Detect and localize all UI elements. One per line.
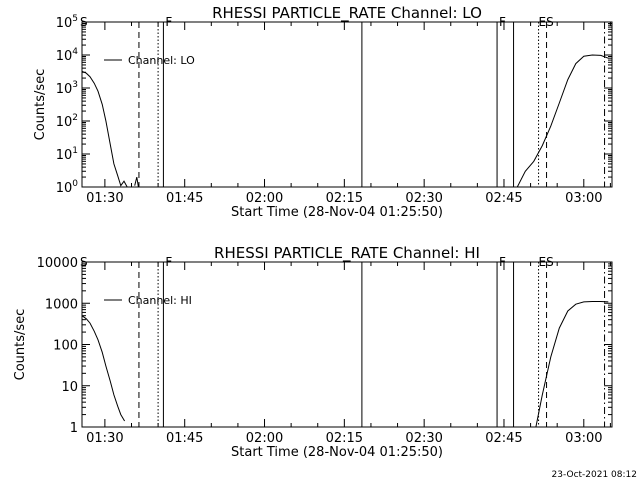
data-series-line	[82, 315, 126, 422]
x-tick-label: 01:45	[166, 191, 203, 206]
x-tick-label: 02:15	[326, 431, 363, 446]
legend-label: Channel: LO	[128, 54, 195, 67]
y-tick-label: 103	[56, 80, 78, 97]
x-tick-label: 02:45	[485, 191, 522, 206]
y-tick-label: 100	[53, 339, 78, 354]
y-tick-label: 1000	[45, 297, 78, 312]
event-marker-label: F	[165, 255, 172, 269]
event-marker-label: F	[499, 255, 506, 269]
data-series-line	[535, 301, 609, 427]
y-tick-label: 10000	[37, 256, 78, 271]
x-tick-label: 01:30	[86, 431, 123, 446]
y-axis-label: Counts/sec	[33, 69, 48, 141]
y-axis-label: Counts/sec	[13, 309, 28, 381]
data-series-line	[82, 70, 128, 187]
corner-label: S	[80, 15, 88, 29]
x-tick-label: 02:15	[326, 191, 363, 206]
x-axis-label: Start Time (28-Nov-04 01:25:50)	[231, 205, 443, 220]
x-axis-label: Start Time (28-Nov-04 01:25:50)	[231, 445, 443, 460]
y-tick-label: 102	[56, 113, 78, 130]
event-marker-label: F	[165, 15, 172, 29]
x-tick-label: 01:30	[86, 191, 123, 206]
plot-frame	[81, 21, 613, 188]
x-tick-label: 02:00	[246, 191, 283, 206]
x-tick-label: 03:00	[565, 431, 602, 446]
x-tick-label: 02:45	[485, 431, 522, 446]
y-tick-label: 104	[56, 47, 79, 64]
lo-channel-panel: RHESSI PARTICLE_RATE Channel: LO 100 101 10…	[33, 4, 613, 220]
chart-title: RHESSI PARTICLE_RATE Channel: HI	[214, 244, 480, 263]
event-marker-label: ES	[539, 15, 554, 29]
y-tick-label: 101	[56, 146, 78, 163]
y-tick-label: 105	[56, 14, 78, 31]
footer-date: 23-Oct-2021 08:12	[552, 470, 637, 480]
y-tick-label: 1	[70, 421, 78, 436]
y-tick-label: 10	[61, 380, 78, 395]
event-marker-label: F	[499, 15, 506, 29]
hi-channel-panel: RHESSI PARTICLE_RATE Channel: HI 1 10 100 10…	[13, 244, 613, 460]
x-tick-label: 01:45	[166, 431, 203, 446]
x-tick-label: 03:00	[565, 191, 602, 206]
y-tick-label: 100	[56, 179, 79, 196]
event-marker-label: ES	[539, 255, 554, 269]
corner-label: S	[80, 255, 88, 269]
data-series-line	[134, 176, 139, 187]
legend-label: Channel: HI	[128, 294, 192, 307]
data-series-line	[516, 54, 609, 187]
x-tick-label: 02:30	[405, 191, 442, 206]
x-tick-label: 02:30	[405, 431, 442, 446]
chart-title: RHESSI PARTICLE_RATE Channel: LO	[212, 4, 482, 23]
x-tick-label: 02:00	[246, 431, 283, 446]
